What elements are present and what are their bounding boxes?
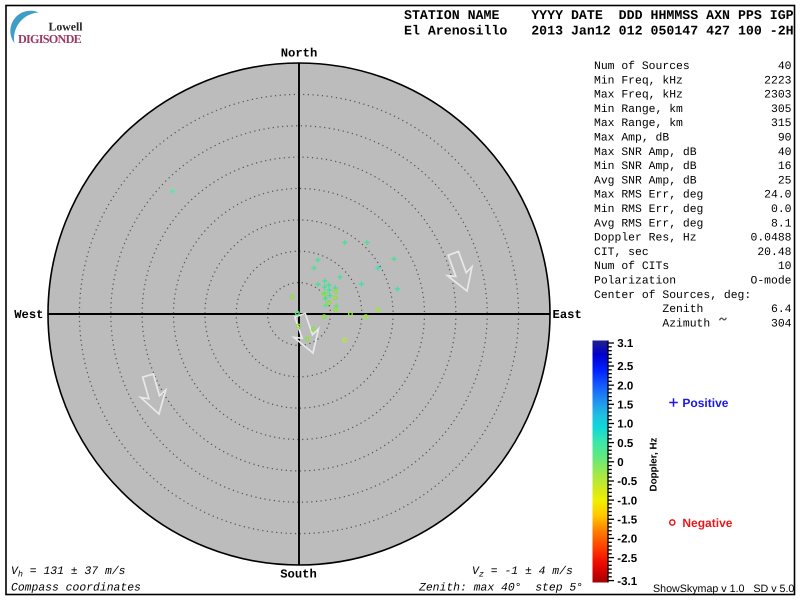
svg-text:Min SNR Amp, dB: Min SNR Amp, dB (594, 160, 697, 173)
svg-text:25: 25 (778, 175, 792, 187)
svg-text:East: East (553, 308, 582, 322)
svg-text:Zenith: Zenith (594, 303, 703, 316)
svg-text:El Arenosillo 2013 Jan12 012: El Arenosillo 2013 Jan12 012 050147 427 … (404, 24, 794, 39)
svg-text:Max Range, km: Max Range, km (594, 117, 683, 130)
svg-text:40: 40 (778, 147, 792, 159)
svg-text:-0.5: -0.5 (617, 476, 637, 488)
svg-text:Avg SNR Amp, dB: Avg SNR Amp, dB (594, 174, 697, 187)
svg-text:-2.5: -2.5 (617, 553, 637, 565)
svg-text:Doppler, Hz: Doppler, Hz (649, 437, 660, 491)
svg-text:2303: 2303 (764, 90, 792, 102)
svg-text:ShowSkymap v 1.0 SD v 5.0: ShowSkymap v 1.0 SD v 5.0 (653, 583, 794, 595)
svg-text:Max SNR Amp, dB: Max SNR Amp, dB (594, 146, 697, 159)
svg-text:DIGISONDE: DIGISONDE (18, 32, 82, 46)
svg-text:40: 40 (778, 61, 792, 73)
svg-text:Azimuth: Azimuth (594, 317, 710, 330)
svg-text:0.0488: 0.0488 (750, 233, 791, 245)
svg-text:0.5: 0.5 (617, 438, 634, 450)
svg-text:North: North (281, 47, 318, 61)
svg-text:8.1: 8.1 (771, 218, 792, 230)
svg-text:Max Amp, dB: Max Amp, dB (594, 132, 669, 145)
svg-text:Center of Sources, deg:: Center of Sources, deg: (594, 289, 751, 302)
svg-text:Doppler Res, Hz: Doppler Res, Hz (594, 232, 697, 245)
svg-text:0.0: 0.0 (771, 204, 792, 216)
svg-text:Lowell: Lowell (49, 20, 84, 34)
svg-text:Vh = 131 ± 37 m/s: Vh = 131 ± 37 m/s (11, 565, 126, 580)
svg-text:1.5: 1.5 (617, 400, 634, 412)
svg-text:3.1: 3.1 (617, 338, 634, 350)
svg-text:CIT, sec: CIT, sec (594, 247, 649, 259)
svg-text:16: 16 (778, 161, 792, 173)
svg-text:-1.0: -1.0 (617, 495, 637, 507)
svg-text:Compass coordinates: Compass coordinates (11, 582, 141, 595)
svg-text:South: South (280, 568, 317, 582)
svg-text:315: 315 (771, 118, 792, 130)
svg-text:304: 304 (771, 318, 792, 330)
svg-text:-2.0: -2.0 (617, 534, 637, 546)
svg-text:Polarization: Polarization (594, 275, 676, 288)
svg-text:Zenith: max 40° step 5°: Zenith: max 40° step 5° (418, 582, 583, 595)
svg-text:1.0: 1.0 (617, 419, 633, 431)
svg-text:Vz = -1 ± 4 m/s: Vz = -1 ± 4 m/s (472, 565, 573, 580)
svg-text:Min Freq, kHz: Min Freq, kHz (594, 74, 683, 87)
svg-text:20.48: 20.48 (757, 247, 791, 259)
svg-text:Max Freq, kHz: Max Freq, kHz (594, 89, 683, 102)
svg-text:2.0: 2.0 (617, 380, 633, 392)
svg-text:6.4: 6.4 (771, 304, 792, 316)
svg-text:-3.1: -3.1 (617, 576, 637, 588)
svg-text:STATION NAME YYYY DATE DDD: STATION NAME YYYY DATE DDD HHMMSS AXN PP… (404, 8, 794, 23)
svg-text:Negative: Negative (682, 516, 732, 530)
svg-text:Min RMS Err, deg: Min RMS Err, deg (594, 203, 703, 216)
svg-text:10: 10 (778, 261, 792, 273)
svg-text:Avg RMS Err, deg: Avg RMS Err, deg (594, 217, 703, 230)
svg-text:O-mode: O-mode (750, 275, 791, 288)
svg-text:90: 90 (778, 133, 792, 145)
svg-text:Min Range, km: Min Range, km (594, 103, 683, 116)
svg-text:Positive: Positive (682, 396, 728, 410)
svg-text:0: 0 (617, 457, 623, 469)
svg-text:2223: 2223 (764, 75, 792, 87)
svg-text:Max RMS Err, deg: Max RMS Err, deg (594, 189, 703, 202)
svg-text:Num of Sources: Num of Sources (594, 60, 690, 73)
svg-text:24.0: 24.0 (764, 190, 792, 202)
svg-text:West: West (14, 308, 43, 322)
svg-text:305: 305 (771, 104, 792, 116)
svg-text:-1.5: -1.5 (617, 515, 637, 527)
svg-text:Num of CITs: Num of CITs (594, 260, 669, 273)
svg-text:2.5: 2.5 (617, 361, 634, 373)
